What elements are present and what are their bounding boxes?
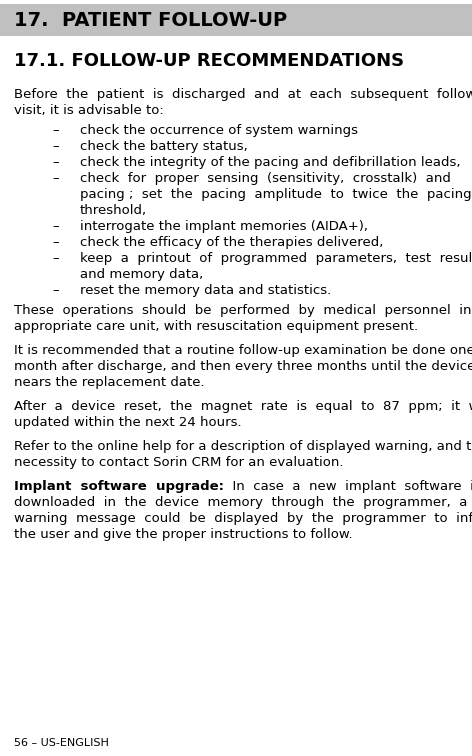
Text: month after discharge, and then every three months until the device: month after discharge, and then every th… xyxy=(14,360,472,373)
Text: –: – xyxy=(52,220,59,233)
Text: –: – xyxy=(52,172,59,185)
Text: –: – xyxy=(52,124,59,137)
Text: check the efficacy of the therapies delivered,: check the efficacy of the therapies deli… xyxy=(80,236,383,249)
Text: 17.1. FOLLOW-UP RECOMMENDATIONS: 17.1. FOLLOW-UP RECOMMENDATIONS xyxy=(14,52,404,70)
Text: reset the memory data and statistics.: reset the memory data and statistics. xyxy=(80,284,331,297)
Text: necessity to contact Sorin CRM for an evaluation.: necessity to contact Sorin CRM for an ev… xyxy=(14,456,344,469)
Text: pacing ;  set  the  pacing  amplitude  to  twice  the  pacing: pacing ; set the pacing amplitude to twi… xyxy=(80,188,472,201)
Text: updated within the next 24 hours.: updated within the next 24 hours. xyxy=(14,416,242,429)
Text: These  operations  should  be  performed  by  medical  personnel  in  an: These operations should be performed by … xyxy=(14,304,472,317)
Text: –: – xyxy=(52,236,59,249)
Text: check the integrity of the pacing and defibrillation leads,: check the integrity of the pacing and de… xyxy=(80,156,461,169)
Text: –: – xyxy=(52,140,59,153)
Text: Implant  software  upgrade:: Implant software upgrade: xyxy=(14,480,224,493)
Text: interrogate the implant memories (AIDA+),: interrogate the implant memories (AIDA+)… xyxy=(80,220,368,233)
Text: Before  the  patient  is  discharged  and  at  each  subsequent  follow-up: Before the patient is discharged and at … xyxy=(14,88,472,101)
Text: appropriate care unit, with resuscitation equipment present.: appropriate care unit, with resuscitatio… xyxy=(14,320,418,333)
Text: check the battery status,: check the battery status, xyxy=(80,140,248,153)
Text: 17.  PATIENT FOLLOW-UP: 17. PATIENT FOLLOW-UP xyxy=(14,11,287,29)
Text: nears the replacement date.: nears the replacement date. xyxy=(14,376,205,389)
Text: downloaded  in  the  device  memory  through  the  programmer,  a: downloaded in the device memory through … xyxy=(14,496,467,509)
Text: visit, it is advisable to:: visit, it is advisable to: xyxy=(14,104,164,117)
Text: keep  a  printout  of  programmed  parameters,  test  results,: keep a printout of programmed parameters… xyxy=(80,252,472,265)
Text: –: – xyxy=(52,284,59,297)
Text: After  a  device  reset,  the  magnet  rate  is  equal  to  87  ppm;  it  will  : After a device reset, the magnet rate is… xyxy=(14,400,472,413)
Text: –: – xyxy=(52,156,59,169)
Text: In  case  a  new  implant  software  is: In case a new implant software is xyxy=(224,480,472,493)
Text: and memory data,: and memory data, xyxy=(80,268,203,281)
Text: the user and give the proper instructions to follow.: the user and give the proper instruction… xyxy=(14,528,353,541)
Text: Refer to the online help for a description of displayed warning, and the: Refer to the online help for a descripti… xyxy=(14,440,472,453)
Text: It is recommended that a routine follow-up examination be done one: It is recommended that a routine follow-… xyxy=(14,344,472,357)
Bar xyxy=(0,4,472,36)
Text: 56 – US-ENGLISH: 56 – US-ENGLISH xyxy=(14,738,109,748)
Text: check  for  proper  sensing  (sensitivity,  crosstalk)  and: check for proper sensing (sensitivity, c… xyxy=(80,172,451,185)
Text: –: – xyxy=(52,252,59,265)
Text: check the occurrence of system warnings: check the occurrence of system warnings xyxy=(80,124,358,137)
Text: warning  message  could  be  displayed  by  the  programmer  to  inform: warning message could be displayed by th… xyxy=(14,512,472,525)
Text: threshold,: threshold, xyxy=(80,204,147,217)
